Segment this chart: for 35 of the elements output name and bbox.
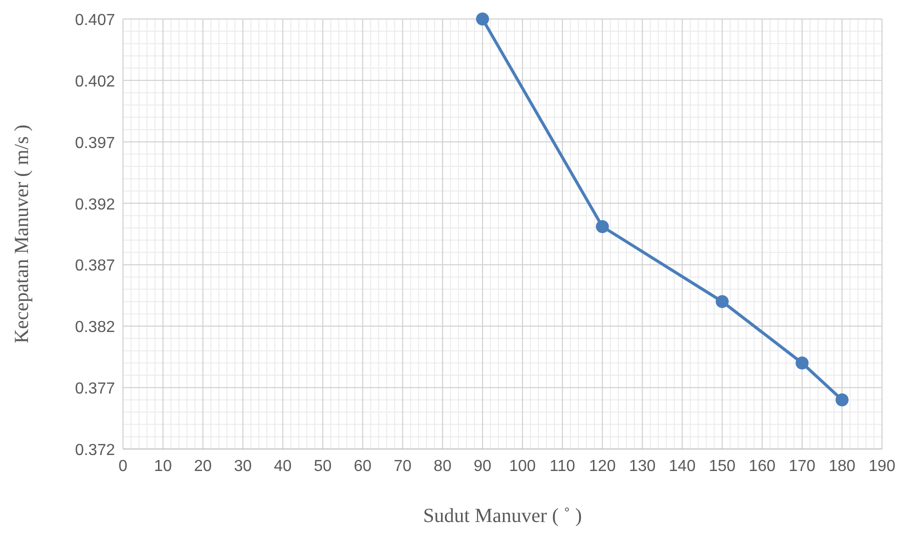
x-tick-label: 120: [589, 458, 616, 475]
x-axis-title: Sudut Manuver ( ˚ ): [423, 505, 582, 527]
x-tick-label: 60: [354, 458, 372, 475]
x-tick-label: 170: [788, 458, 816, 475]
x-tick-label: 20: [194, 458, 212, 475]
point: [716, 295, 729, 308]
x-tick-label: 10: [154, 458, 172, 475]
x-tick-label: 110: [550, 458, 576, 475]
y-axis-title: Kecepatan Manuver ( m/s ): [11, 124, 33, 344]
point: [836, 393, 849, 406]
point: [476, 12, 490, 26]
x-tick-label: 100: [509, 458, 536, 475]
x-tick-label: 70: [394, 458, 412, 475]
y-tick-label: 0.392: [74, 196, 116, 214]
x-tick-label: 90: [474, 458, 492, 475]
x-tick-label: 0: [118, 458, 128, 475]
x-tick-label: 50: [314, 458, 332, 475]
point: [596, 220, 609, 234]
x-tick-label: 160: [748, 458, 776, 475]
y-tick-label: 0.387: [74, 258, 116, 275]
x-tick-label: 190: [868, 458, 896, 475]
y-tick-label: 0.407: [74, 12, 116, 29]
y-tick-label: 0.382: [74, 319, 116, 336]
x-tick-label: 140: [668, 458, 696, 475]
x-tick-label: 180: [828, 458, 856, 475]
x-tick-label: 40: [274, 458, 292, 475]
x-tick-label: 130: [628, 458, 656, 475]
x-tick-label: 150: [708, 458, 736, 475]
y-tick-label: 0.372: [74, 442, 116, 459]
y-tick-label: 0.402: [74, 73, 116, 90]
x-tick-label: 80: [434, 458, 452, 475]
y-tick-label: 0.397: [74, 134, 116, 152]
point: [796, 356, 809, 370]
y-tick-label: 0.377: [74, 380, 116, 398]
x-tick-label: 30: [234, 458, 252, 475]
